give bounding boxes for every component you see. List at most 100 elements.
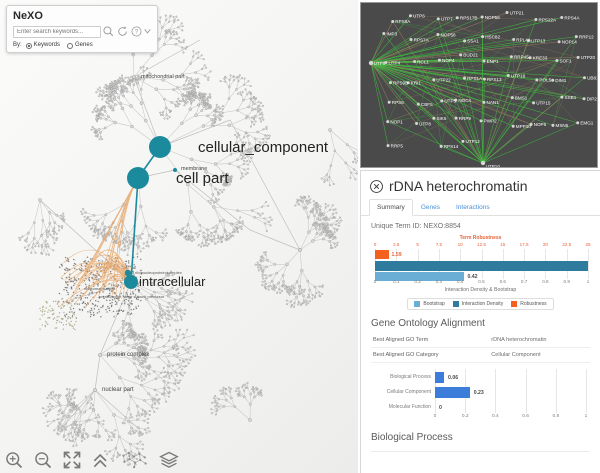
tab-summary[interactable]: Summary bbox=[369, 199, 413, 216]
robustness-bottom-tick: 0.7 bbox=[520, 279, 528, 284]
term-info-panel[interactable]: rDNA heterochromatin Summary Genes Inter… bbox=[360, 170, 600, 473]
radio-keywords-dot[interactable] bbox=[25, 43, 32, 49]
tree-node-label-intracellular[interactable]: intracellular bbox=[139, 274, 206, 289]
chevron-down-icon[interactable] bbox=[144, 27, 151, 36]
go-category-value: Cellular Component bbox=[489, 347, 590, 363]
go-chart-bar bbox=[435, 372, 445, 383]
network-icon bbox=[122, 451, 147, 469]
legend-item-bootstrap[interactable]: Bootstrap bbox=[414, 301, 445, 307]
gene-interaction-network[interactable]: RPS8A UTP6 UTP7 RPS17B NOP56 UTP21 RPS22A RPS4A… bbox=[360, 2, 598, 168]
robustness-bar-value: 1.59 bbox=[391, 251, 402, 258]
radio-genes-dot[interactable] bbox=[67, 43, 74, 49]
legend-label-bootstrap: Bootstrap bbox=[423, 301, 445, 307]
go-chart-tick: 0.6 bbox=[522, 414, 529, 419]
radio-keywords[interactable]: Keywords bbox=[25, 42, 61, 49]
robustness-chart-title: Term Robustness bbox=[459, 235, 502, 241]
robustness-bottom-tick: 0.5 bbox=[478, 279, 485, 284]
zoom-out-icon[interactable] bbox=[33, 450, 53, 470]
tree-node-label-ribosomal-subunit[interactable]: ribosomal subunit bbox=[84, 286, 116, 291]
section-divider bbox=[371, 451, 590, 452]
tree-node-label-protein-complex[interactable]: protein complex bbox=[107, 352, 150, 358]
search-icon[interactable] bbox=[102, 25, 115, 38]
go-chart-bar bbox=[435, 387, 470, 398]
robustness-bar-value: 0.42 bbox=[467, 273, 478, 280]
robustness-top-tick: 22.5 bbox=[562, 242, 572, 247]
robustness-top-tick: 10 bbox=[457, 242, 463, 247]
panel-header: rDNA heterochromatin bbox=[361, 171, 600, 198]
go-chart-category-label: Biological Process bbox=[390, 374, 431, 380]
close-circle-icon[interactable] bbox=[369, 179, 384, 194]
robustness-top-tick: 20 bbox=[542, 242, 548, 247]
tab-bar[interactable]: Summary Genes Interactions bbox=[361, 198, 600, 216]
go-chart-tick: 0.8 bbox=[552, 414, 560, 419]
robustness-top-tick: 17.5 bbox=[519, 242, 529, 247]
tree-node-label-mitochondrial-part[interactable]: mitochondrial part bbox=[141, 74, 185, 80]
robustness-bottom-tick: 0.8 bbox=[542, 279, 549, 284]
zoom-in-icon[interactable] bbox=[4, 450, 24, 470]
tree-node-label-preribosome[interactable]: preribosome, large subunit precursor bbox=[99, 294, 165, 299]
robustness-bottom-tick: 0.3 bbox=[435, 279, 443, 284]
go-category-key: Best Aligned GO Category bbox=[371, 347, 490, 363]
robustness-bottom-tick: 0.4 bbox=[456, 279, 464, 284]
search-by-row: By: Keywords Genes bbox=[13, 42, 151, 49]
go-chart-bar-value: 0.23 bbox=[473, 390, 484, 396]
radio-genes[interactable]: Genes bbox=[67, 42, 93, 49]
robustness-top-tick: 0 bbox=[373, 242, 377, 247]
go-chart-tick: 1 bbox=[584, 414, 588, 419]
tree-graph[interactable] bbox=[0, 0, 358, 473]
robustness-top-tick: 15 bbox=[500, 242, 506, 247]
search-row: ? bbox=[13, 25, 151, 38]
biological-process-heading: Biological Process bbox=[371, 432, 453, 443]
page-title: rDNA heterochromatin bbox=[389, 178, 528, 194]
tree-node-label-membrane[interactable]: membrane bbox=[181, 166, 208, 172]
tree-node-label-cellular-component[interactable]: cellular_component bbox=[198, 139, 329, 156]
robustness-bottom-tick: 0.6 bbox=[499, 279, 506, 284]
legend-label-interaction-density: Interaction Density bbox=[461, 301, 504, 307]
tree-node-label-cell-part[interactable]: cell part bbox=[176, 170, 229, 187]
ontology-tree-view[interactable]: cellular_component cell part intracellul… bbox=[0, 0, 358, 473]
robustness-bar bbox=[375, 250, 389, 259]
radio-keywords-label: Keywords bbox=[33, 42, 61, 48]
legend-label-robustness: Robustness bbox=[520, 301, 547, 307]
search-panel[interactable]: NeXO ? By: bbox=[6, 5, 158, 53]
legend-swatch-bootstrap bbox=[414, 301, 421, 307]
go-alignment-chart: Biological Process Cellular Component Mole… bbox=[369, 367, 592, 429]
help-icon[interactable]: ? bbox=[130, 25, 143, 38]
go-chart-category-label: Molecular Function bbox=[388, 404, 431, 410]
legend-item-interaction-density[interactable]: Interaction Density bbox=[452, 301, 504, 307]
tree-node-label-nuclear-part[interactable]: nuclear part bbox=[102, 387, 134, 393]
go-alignment-heading: Gene Ontology Alignment bbox=[371, 318, 485, 329]
robustness-top-tick: 2.5 bbox=[393, 242, 400, 247]
fit-screen-icon[interactable] bbox=[62, 450, 82, 470]
robustness-top-tick: 5 bbox=[416, 242, 419, 247]
go-chart-tick: 0.4 bbox=[492, 414, 499, 419]
robustness-bottom-tick: 0.1 bbox=[393, 279, 400, 284]
go-chart-tick: 0 bbox=[433, 414, 437, 419]
robustness-bar bbox=[375, 261, 588, 271]
legend-wrapper: Bootstrap Interaction Density Robustness bbox=[361, 295, 600, 310]
search-input[interactable] bbox=[13, 25, 101, 38]
layers-icon[interactable] bbox=[159, 450, 179, 470]
legend-item-robustness[interactable]: Robustness bbox=[511, 301, 547, 307]
sync-icon[interactable] bbox=[116, 25, 129, 38]
tab-genes[interactable]: Genes bbox=[420, 204, 440, 211]
go-chart-bar-value: 0.06 bbox=[448, 375, 459, 381]
robustness-x-title: Interaction Density & Bootstrap bbox=[444, 287, 517, 293]
double-chevron-up-icon[interactable] bbox=[91, 450, 111, 470]
robustness-bottom-tick: 0.2 bbox=[414, 279, 421, 284]
term-robustness-chart: Term Robustness 0 2.5 5 7.5 10 12.5 15 17.5 20 22… bbox=[369, 235, 592, 295]
tree-node-label-ribonucleoprotein-complex[interactable]: ribonucleoprotein complex bbox=[135, 270, 182, 275]
robustness-top-tick: 7.5 bbox=[435, 242, 443, 247]
view-toolbar[interactable] bbox=[4, 449, 179, 471]
go-alignment-table: Best Aligned GO Term rDNA heterochromati… bbox=[371, 333, 590, 363]
legend-swatch-robustness bbox=[511, 301, 518, 307]
radio-genes-label: Genes bbox=[75, 42, 93, 48]
go-term-value: rDNA heterochromatin bbox=[489, 333, 590, 348]
robustness-bottom-tick: 1 bbox=[586, 279, 590, 284]
robustness-bar bbox=[375, 272, 465, 281]
robustness-bottom-tick: 0.9 bbox=[563, 279, 570, 284]
robustness-bottom-tick: 0 bbox=[373, 279, 377, 284]
tab-interactions[interactable]: Interactions bbox=[455, 204, 490, 211]
